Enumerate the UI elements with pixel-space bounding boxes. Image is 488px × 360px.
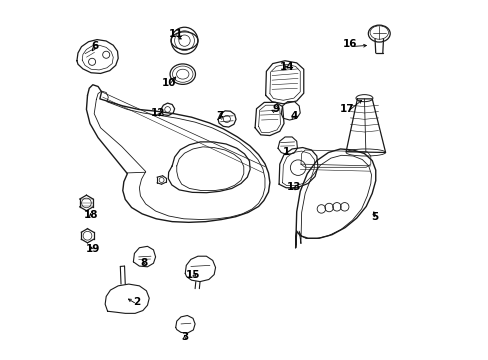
Text: 5: 5 — [371, 212, 378, 222]
Text: 9: 9 — [272, 104, 279, 114]
Text: 1: 1 — [283, 147, 290, 157]
Text: 17: 17 — [339, 104, 353, 114]
Text: 18: 18 — [83, 210, 98, 220]
Text: 16: 16 — [343, 39, 357, 49]
Text: 14: 14 — [279, 62, 294, 72]
Text: 11: 11 — [168, 28, 183, 39]
Text: 3: 3 — [181, 332, 188, 342]
Text: 19: 19 — [85, 244, 100, 254]
Text: 15: 15 — [186, 270, 200, 280]
Text: 2: 2 — [133, 297, 140, 307]
Text: 12: 12 — [150, 108, 165, 118]
Text: 10: 10 — [161, 78, 176, 88]
Text: 13: 13 — [286, 182, 301, 192]
Text: 6: 6 — [91, 41, 98, 51]
Text: 4: 4 — [289, 112, 297, 121]
Text: 7: 7 — [216, 112, 223, 121]
Text: 8: 8 — [140, 258, 147, 268]
